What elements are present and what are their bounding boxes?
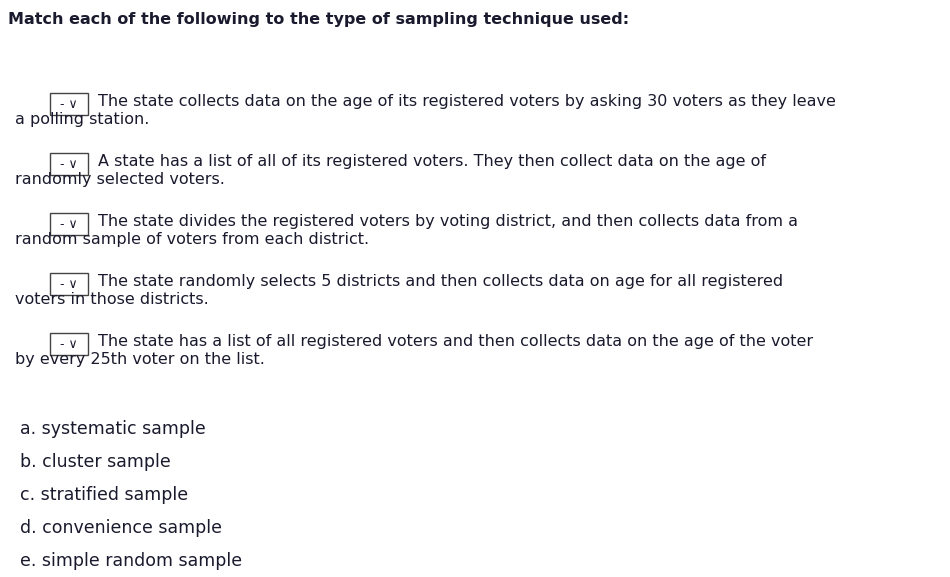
Text: b. cluster sample: b. cluster sample: [20, 453, 171, 471]
Text: - ∨: - ∨: [60, 98, 78, 111]
Text: - ∨: - ∨: [60, 218, 78, 230]
Text: e. simple random sample: e. simple random sample: [20, 552, 242, 570]
Text: - ∨: - ∨: [60, 158, 78, 170]
Text: random sample of voters from each district.: random sample of voters from each distri…: [15, 232, 370, 247]
Bar: [50, 153, 88, 175]
Text: a polling station.: a polling station.: [15, 112, 149, 127]
Text: by every 25th voter on the list.: by every 25th voter on the list.: [15, 352, 265, 367]
Text: Match each of the following to the type of sampling technique used:: Match each of the following to the type …: [8, 12, 629, 27]
Bar: [50, 213, 88, 235]
Text: A state has a list of all of its registered voters. They then collect data on th: A state has a list of all of its registe…: [98, 154, 766, 169]
Text: - ∨: - ∨: [60, 338, 78, 350]
Text: d. convenience sample: d. convenience sample: [20, 519, 222, 537]
Text: c. stratified sample: c. stratified sample: [20, 486, 188, 504]
Text: a. systematic sample: a. systematic sample: [20, 420, 206, 438]
Text: - ∨: - ∨: [60, 278, 78, 290]
Text: The state randomly selects 5 districts and then collects data on age for all reg: The state randomly selects 5 districts a…: [98, 274, 783, 289]
Bar: [50, 273, 88, 295]
Bar: [50, 333, 88, 355]
Text: voters in those districts.: voters in those districts.: [15, 292, 209, 307]
Text: randomly selected voters.: randomly selected voters.: [15, 172, 225, 187]
Text: The state collects data on the age of its registered voters by asking 30 voters : The state collects data on the age of it…: [98, 94, 836, 109]
Bar: [50, 93, 88, 115]
Text: The state has a list of all registered voters and then collects data on the age : The state has a list of all registered v…: [98, 334, 813, 349]
Text: The state divides the registered voters by voting district, and then collects da: The state divides the registered voters …: [98, 214, 798, 229]
